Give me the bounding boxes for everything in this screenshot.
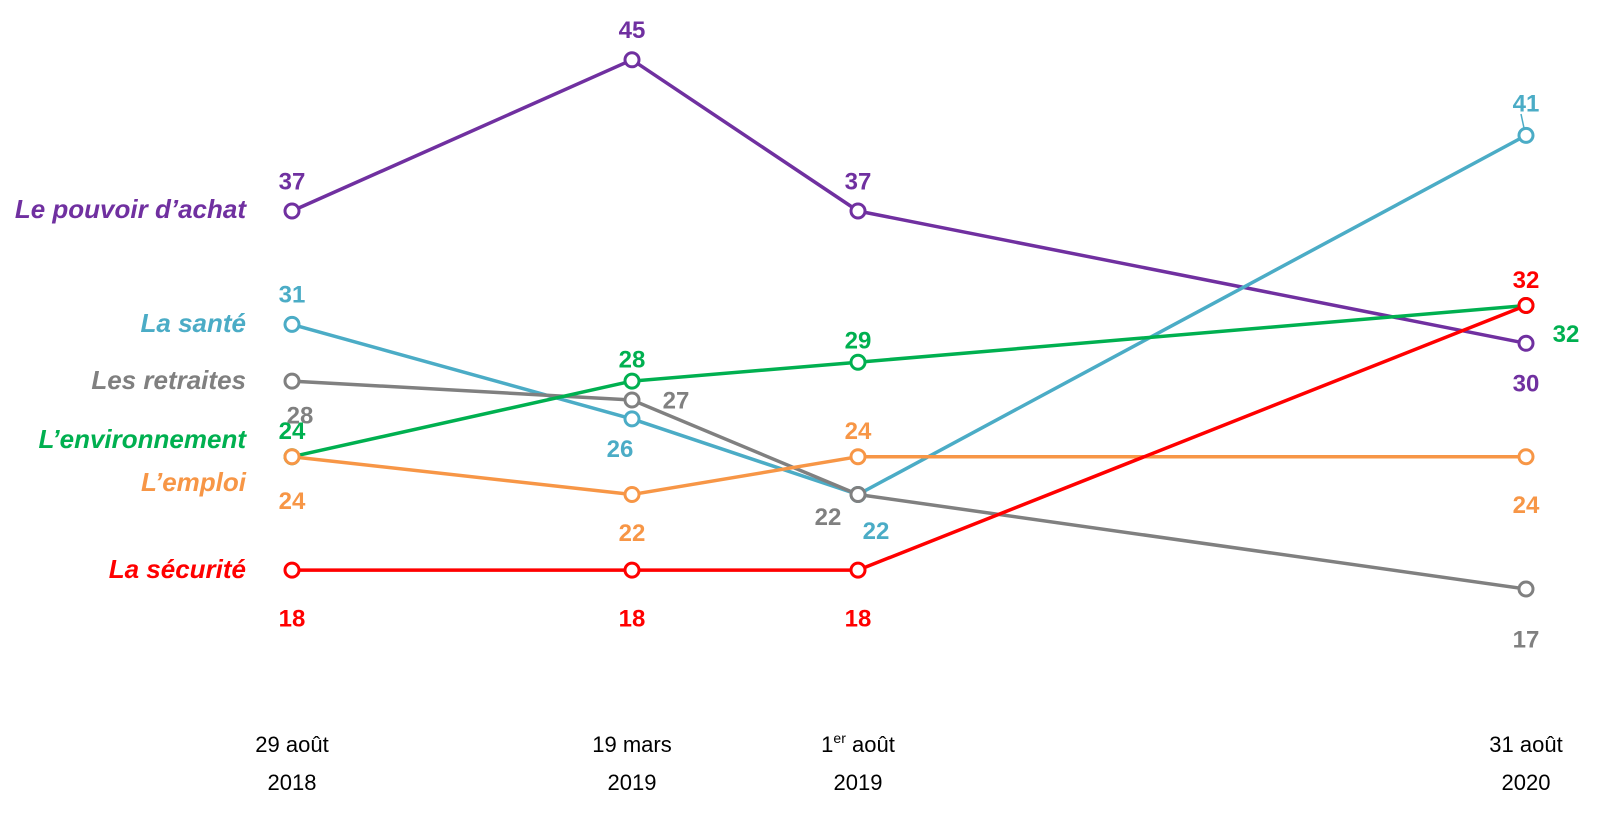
series-line <box>291 379 1527 591</box>
series-markers <box>283 51 1535 598</box>
data-point <box>1517 334 1535 352</box>
data-label: 32 <box>1553 321 1580 348</box>
data-point <box>283 202 301 220</box>
data-point <box>1517 580 1535 598</box>
data-point <box>283 561 301 579</box>
data-label: 24 <box>279 418 306 445</box>
data-label: 27 <box>663 387 690 414</box>
series-name: La sécurité <box>109 554 246 584</box>
data-label: 28 <box>287 402 314 429</box>
x-axis-labels: 29 août 2018 19 mars 2019 1er août 2019 31 aoû… <box>255 730 1562 795</box>
series-lines <box>291 58 1527 591</box>
data-point <box>849 448 867 466</box>
series-line <box>291 303 1527 459</box>
series-line <box>291 133 1527 497</box>
series-line <box>292 303 1527 572</box>
x-tick-label: 29 août <box>255 732 328 757</box>
data-point <box>1517 297 1535 314</box>
x-tick-label: 31 août <box>1489 732 1562 757</box>
data-label: 37 <box>279 168 306 195</box>
data-label: 32 <box>1513 267 1540 294</box>
data-label: 22 <box>863 518 890 545</box>
series-name: Le pouvoir d’achat <box>15 194 247 224</box>
data-point <box>623 410 641 428</box>
x-tick-label-year: 2020 <box>1502 770 1551 795</box>
series-line <box>291 58 1527 346</box>
data-label: 31 <box>279 282 306 309</box>
data-point <box>623 486 641 503</box>
data-label: 17 <box>1513 626 1540 653</box>
data-point <box>623 561 641 579</box>
data-label: 24 <box>1513 492 1540 519</box>
series-name: L’emploi <box>141 467 247 497</box>
data-point <box>283 448 301 466</box>
data-point <box>283 372 301 390</box>
data-point <box>623 391 641 409</box>
label-leader-line <box>1520 113 1525 129</box>
series-name: Les retraites <box>91 365 246 395</box>
data-point <box>849 353 867 371</box>
series-line <box>291 454 1526 497</box>
x-tick-label-year: 2018 <box>268 770 317 795</box>
data-label: 26 <box>607 436 634 463</box>
data-label: 18 <box>279 605 306 632</box>
x-tick-label: 1er août <box>821 730 895 757</box>
data-point <box>849 486 867 503</box>
data-label: 22 <box>815 504 842 531</box>
data-point <box>623 51 641 69</box>
series-name: L’environnement <box>38 424 247 454</box>
data-label: 24 <box>845 418 872 445</box>
data-label: 30 <box>1513 371 1540 398</box>
data-point <box>623 372 641 390</box>
data-point <box>283 315 301 333</box>
data-point <box>849 202 867 220</box>
data-label: 28 <box>619 346 646 373</box>
data-point <box>1517 126 1535 144</box>
data-label: 45 <box>619 17 646 44</box>
data-label: 22 <box>619 520 646 547</box>
data-label: 18 <box>619 605 646 632</box>
data-label: 24 <box>279 488 306 515</box>
data-label: 37 <box>845 168 872 195</box>
data-label: 41 <box>1513 91 1540 118</box>
series-name: La santé <box>141 308 247 338</box>
series-names: Le pouvoir d’achat La santé Les retraites L… <box>15 194 247 584</box>
data-label: 29 <box>845 328 872 355</box>
data-label: 18 <box>845 605 872 632</box>
x-tick-label-year: 2019 <box>608 770 657 795</box>
data-point <box>849 561 867 579</box>
data-point <box>1517 448 1535 466</box>
x-tick-label: 19 mars <box>592 732 671 757</box>
x-tick-label-year: 2019 <box>834 770 883 795</box>
